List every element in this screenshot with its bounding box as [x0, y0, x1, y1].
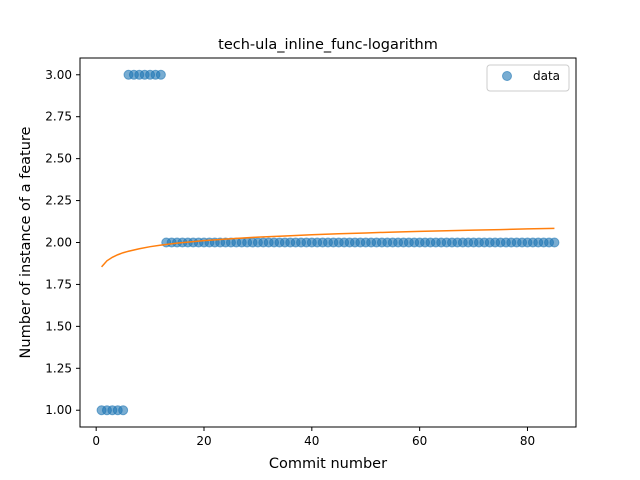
y-tick-label: 1.25	[45, 361, 72, 375]
y-tick-label: 1.75	[45, 277, 72, 291]
legend-label-data: data	[533, 69, 560, 83]
y-tick-label: 2.75	[45, 110, 72, 124]
x-tick-label: 40	[304, 434, 319, 448]
y-axis-label: Number of instance of a feature	[18, 126, 34, 358]
x-tick-label: 80	[520, 434, 535, 448]
x-tick-label: 60	[412, 434, 427, 448]
y-tick-label: 2.50	[45, 152, 72, 166]
data-point	[118, 405, 129, 416]
legend: data	[486, 64, 570, 92]
y-tick-label: 1.00	[45, 403, 72, 417]
data-point	[155, 69, 166, 80]
plot-area	[96, 69, 560, 416]
y-tick-label: 1.50	[45, 319, 72, 333]
chart-title: tech-ula_inline_func-logarithm	[218, 37, 438, 53]
y-axis: 1.00 1.25 1.50 1.75 2.00 2.25 2.50 2.75 3.00	[45, 68, 80, 417]
x-tick-label: 20	[196, 434, 211, 448]
x-axis: 0 20 40 60 80	[92, 427, 535, 448]
y-tick-label: 2.00	[45, 236, 72, 250]
legend-marker-data	[502, 71, 512, 81]
fit-line	[101, 227, 555, 268]
y-tick-label: 2.25	[45, 194, 72, 208]
x-axis-label: Commit number	[269, 456, 387, 472]
y-tick-label: 3.00	[45, 68, 72, 82]
data-point	[549, 237, 560, 248]
x-tick-label: 0	[92, 434, 100, 448]
